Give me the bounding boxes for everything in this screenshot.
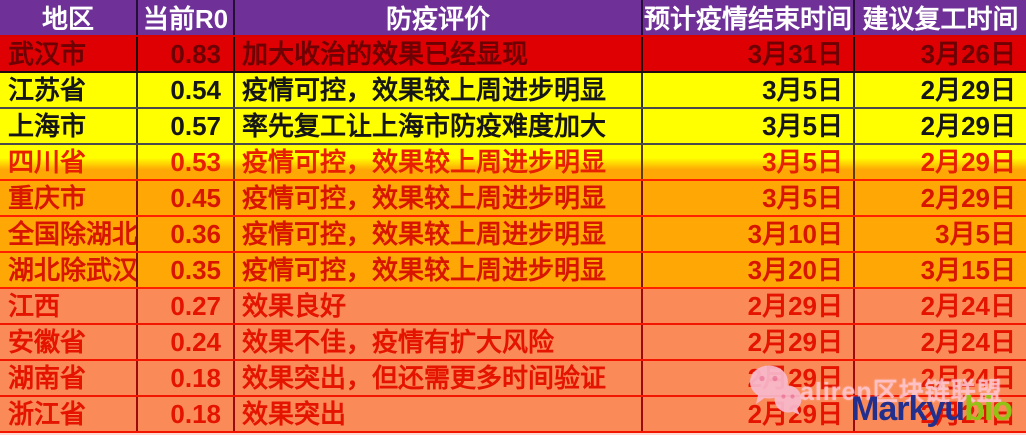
table-row: 湖北除武汉 0.35 疫情可控，效果较上周进步明显 3月20日 3月15日: [0, 253, 1026, 289]
header-cell-end-date: 预计疫情结束时间: [643, 0, 855, 35]
table-row: 湖南省 0.18 效果突出，但还需更多时间验证 2月29日 2月24日: [0, 361, 1026, 397]
evaluation-cell: 效果突出，但还需更多时间验证: [235, 361, 643, 395]
region-cell: 湖南省: [0, 361, 138, 395]
region-cell: 江苏省: [0, 73, 138, 107]
header-cell-region: 地区: [0, 0, 138, 35]
r0-cell: 0.53: [138, 145, 235, 179]
header-cell-evaluation: 防疫评价: [235, 0, 643, 35]
table-row: 上海市 0.57 率先复工让上海市防疫难度加大 3月5日 2月29日: [0, 109, 1026, 145]
r0-cell: 0.45: [138, 181, 235, 215]
resume-date-cell: 3月26日: [920, 39, 1016, 69]
evaluation-cell: 加大收治的效果已经显现: [235, 37, 643, 71]
header-cell-resume-date: 建议复工时间: [862, 4, 1019, 34]
region-cell: 四川省: [0, 145, 138, 179]
region-cell: 湖北除武汉: [0, 253, 138, 287]
r0-cell: 0.83: [138, 37, 235, 71]
table-row: 安徽省 0.24 效果不佳，疫情有扩大风险 2月29日 2月24日: [0, 325, 1026, 361]
region-cell: 重庆市: [0, 181, 138, 215]
region-cell: 安徽省: [0, 325, 138, 359]
resume-date-cell: 2月29日: [920, 75, 1016, 105]
evaluation-cell: 效果突出: [235, 397, 643, 431]
region-cell: 上海市: [0, 109, 138, 143]
resume-date-cell: 2月29日: [920, 183, 1016, 213]
end-date-cell: 3月20日: [643, 253, 855, 287]
evaluation-cell: 疫情可控，效果较上周进步明显: [235, 253, 643, 287]
end-date-cell: 3月5日: [643, 109, 855, 143]
resume-date-cell: 2月29日: [920, 147, 1016, 177]
table-row: 武汉市 0.83 加大收治的效果已经显现 3月31日 3月26日: [0, 37, 1026, 73]
end-date-cell: 3月5日: [643, 181, 855, 215]
r0-cell: 0.18: [138, 397, 235, 431]
end-date-cell: 2月29日: [643, 289, 855, 323]
bottom-edge-strip: [0, 433, 1026, 435]
end-date-cell: 3月31日: [643, 37, 855, 71]
r0-cell: 0.24: [138, 325, 235, 359]
r0-cell: 0.18: [138, 361, 235, 395]
r0-cell: 0.36: [138, 217, 235, 251]
r0-cell: 0.54: [138, 73, 235, 107]
r0-cell: 0.27: [138, 289, 235, 323]
resume-date-cell: 2月24日: [920, 327, 1016, 357]
table-row: 四川省 0.53 疫情可控，效果较上周进步明显 3月5日 2月29日: [0, 145, 1026, 181]
region-cell: 江西: [0, 289, 138, 323]
resume-date-cell: 3月15日: [920, 255, 1016, 285]
resume-date-cell: 2月24日: [920, 363, 1016, 393]
table-row: 全国除湖北 0.36 疫情可控，效果较上周进步明显 3月10日 3月5日: [0, 217, 1026, 253]
evaluation-cell: 率先复工让上海市防疫难度加大: [235, 109, 643, 143]
table-header-row: 地区 当前R0 防疫评价 预计疫情结束时间 建议复工时间: [0, 0, 1026, 37]
resume-date-cell: 2月24日: [920, 291, 1016, 321]
end-date-cell: 3月5日: [643, 73, 855, 107]
evaluation-cell: 效果不佳，疫情有扩大风险: [235, 325, 643, 359]
table-row: 江苏省 0.54 疫情可控，效果较上周进步明显 3月5日 2月29日: [0, 73, 1026, 109]
end-date-cell: 2月29日: [643, 325, 855, 359]
resume-date-cell: 2月29日: [920, 111, 1016, 141]
resume-date-cell: 3月5日: [935, 219, 1016, 249]
table-row: 浙江省 0.18 效果突出 2月29日 2月24日: [0, 397, 1026, 433]
region-cell: 武汉市: [0, 37, 138, 71]
evaluation-cell: 疫情可控，效果较上周进步明显: [235, 145, 643, 179]
r0-cell: 0.57: [138, 109, 235, 143]
region-cell: 浙江省: [0, 397, 138, 431]
evaluation-cell: 疫情可控，效果较上周进步明显: [235, 181, 643, 215]
end-date-cell: 2月29日: [643, 397, 855, 431]
region-cell: 全国除湖北: [0, 217, 138, 251]
end-date-cell: 2月29日: [643, 361, 855, 395]
table-body: 武汉市 0.83 加大收治的效果已经显现 3月31日 3月26日 江苏省 0.5…: [0, 37, 1026, 433]
end-date-cell: 3月5日: [643, 145, 855, 179]
evaluation-cell: 效果良好: [235, 289, 643, 323]
header-cell-r0: 当前R0: [138, 0, 235, 35]
table-row: 江西 0.27 效果良好 2月29日 2月24日: [0, 289, 1026, 325]
end-date-cell: 3月10日: [643, 217, 855, 251]
resume-date-cell: 2月24日: [920, 399, 1016, 429]
evaluation-cell: 疫情可控，效果较上周进步明显: [235, 73, 643, 107]
table-row: 重庆市 0.45 疫情可控，效果较上周进步明显 3月5日 2月29日: [0, 181, 1026, 217]
evaluation-cell: 疫情可控，效果较上周进步明显: [235, 217, 643, 251]
r0-cell: 0.35: [138, 253, 235, 287]
